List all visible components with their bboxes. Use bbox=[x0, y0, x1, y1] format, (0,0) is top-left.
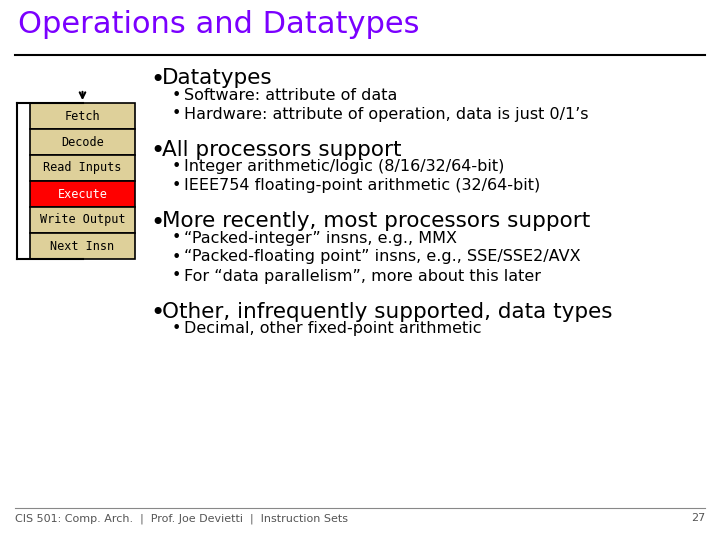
Text: For “data parallelism”, more about this later: For “data parallelism”, more about this … bbox=[184, 268, 541, 284]
Text: Fetch: Fetch bbox=[65, 110, 100, 123]
Text: Decimal, other fixed-point arithmetic: Decimal, other fixed-point arithmetic bbox=[184, 321, 482, 336]
Text: •: • bbox=[172, 321, 181, 336]
Bar bbox=[30, 181, 135, 207]
Text: 27: 27 bbox=[690, 513, 705, 523]
Text: Next Insn: Next Insn bbox=[50, 240, 114, 253]
Text: •: • bbox=[150, 68, 164, 92]
Text: •: • bbox=[150, 211, 164, 235]
Text: Other, infrequently supported, data types: Other, infrequently supported, data type… bbox=[162, 301, 613, 321]
Text: Datatypes: Datatypes bbox=[162, 68, 273, 88]
Text: More recently, most processors support: More recently, most processors support bbox=[162, 211, 590, 231]
Text: Operations and Datatypes: Operations and Datatypes bbox=[18, 10, 420, 39]
Text: •: • bbox=[172, 159, 181, 174]
Text: •: • bbox=[172, 268, 181, 284]
Bar bbox=[30, 233, 135, 259]
Text: All processors support: All processors support bbox=[162, 139, 402, 159]
Bar bbox=[30, 129, 135, 155]
Text: •: • bbox=[172, 87, 181, 103]
Text: •: • bbox=[172, 231, 181, 246]
Text: •: • bbox=[150, 139, 164, 164]
Text: Hardware: attribute of operation, data is just 0/1’s: Hardware: attribute of operation, data i… bbox=[184, 106, 588, 122]
Bar bbox=[30, 155, 135, 181]
Text: Decode: Decode bbox=[61, 136, 104, 148]
Text: Integer arithmetic/logic (8/16/32/64-bit): Integer arithmetic/logic (8/16/32/64-bit… bbox=[184, 159, 505, 174]
Text: •: • bbox=[172, 178, 181, 193]
Bar bbox=[30, 207, 135, 233]
Text: IEEE754 floating-point arithmetic (32/64-bit): IEEE754 floating-point arithmetic (32/64… bbox=[184, 178, 540, 193]
Text: Read Inputs: Read Inputs bbox=[43, 161, 122, 174]
Text: CIS 501: Comp. Arch.  |  Prof. Joe Devietti  |  Instruction Sets: CIS 501: Comp. Arch. | Prof. Joe Deviett… bbox=[15, 513, 348, 523]
Text: •: • bbox=[150, 301, 164, 326]
Text: Software: attribute of data: Software: attribute of data bbox=[184, 87, 397, 103]
Text: •: • bbox=[172, 249, 181, 265]
Text: “Packed-floating point” insns, e.g., SSE/SSE2/AVX: “Packed-floating point” insns, e.g., SSE… bbox=[184, 249, 580, 265]
Bar bbox=[30, 103, 135, 129]
Text: “Packed-integer” insns, e.g., MMX: “Packed-integer” insns, e.g., MMX bbox=[184, 231, 457, 246]
Text: Execute: Execute bbox=[58, 187, 107, 200]
Text: Write Output: Write Output bbox=[40, 213, 125, 226]
Text: •: • bbox=[172, 106, 181, 122]
